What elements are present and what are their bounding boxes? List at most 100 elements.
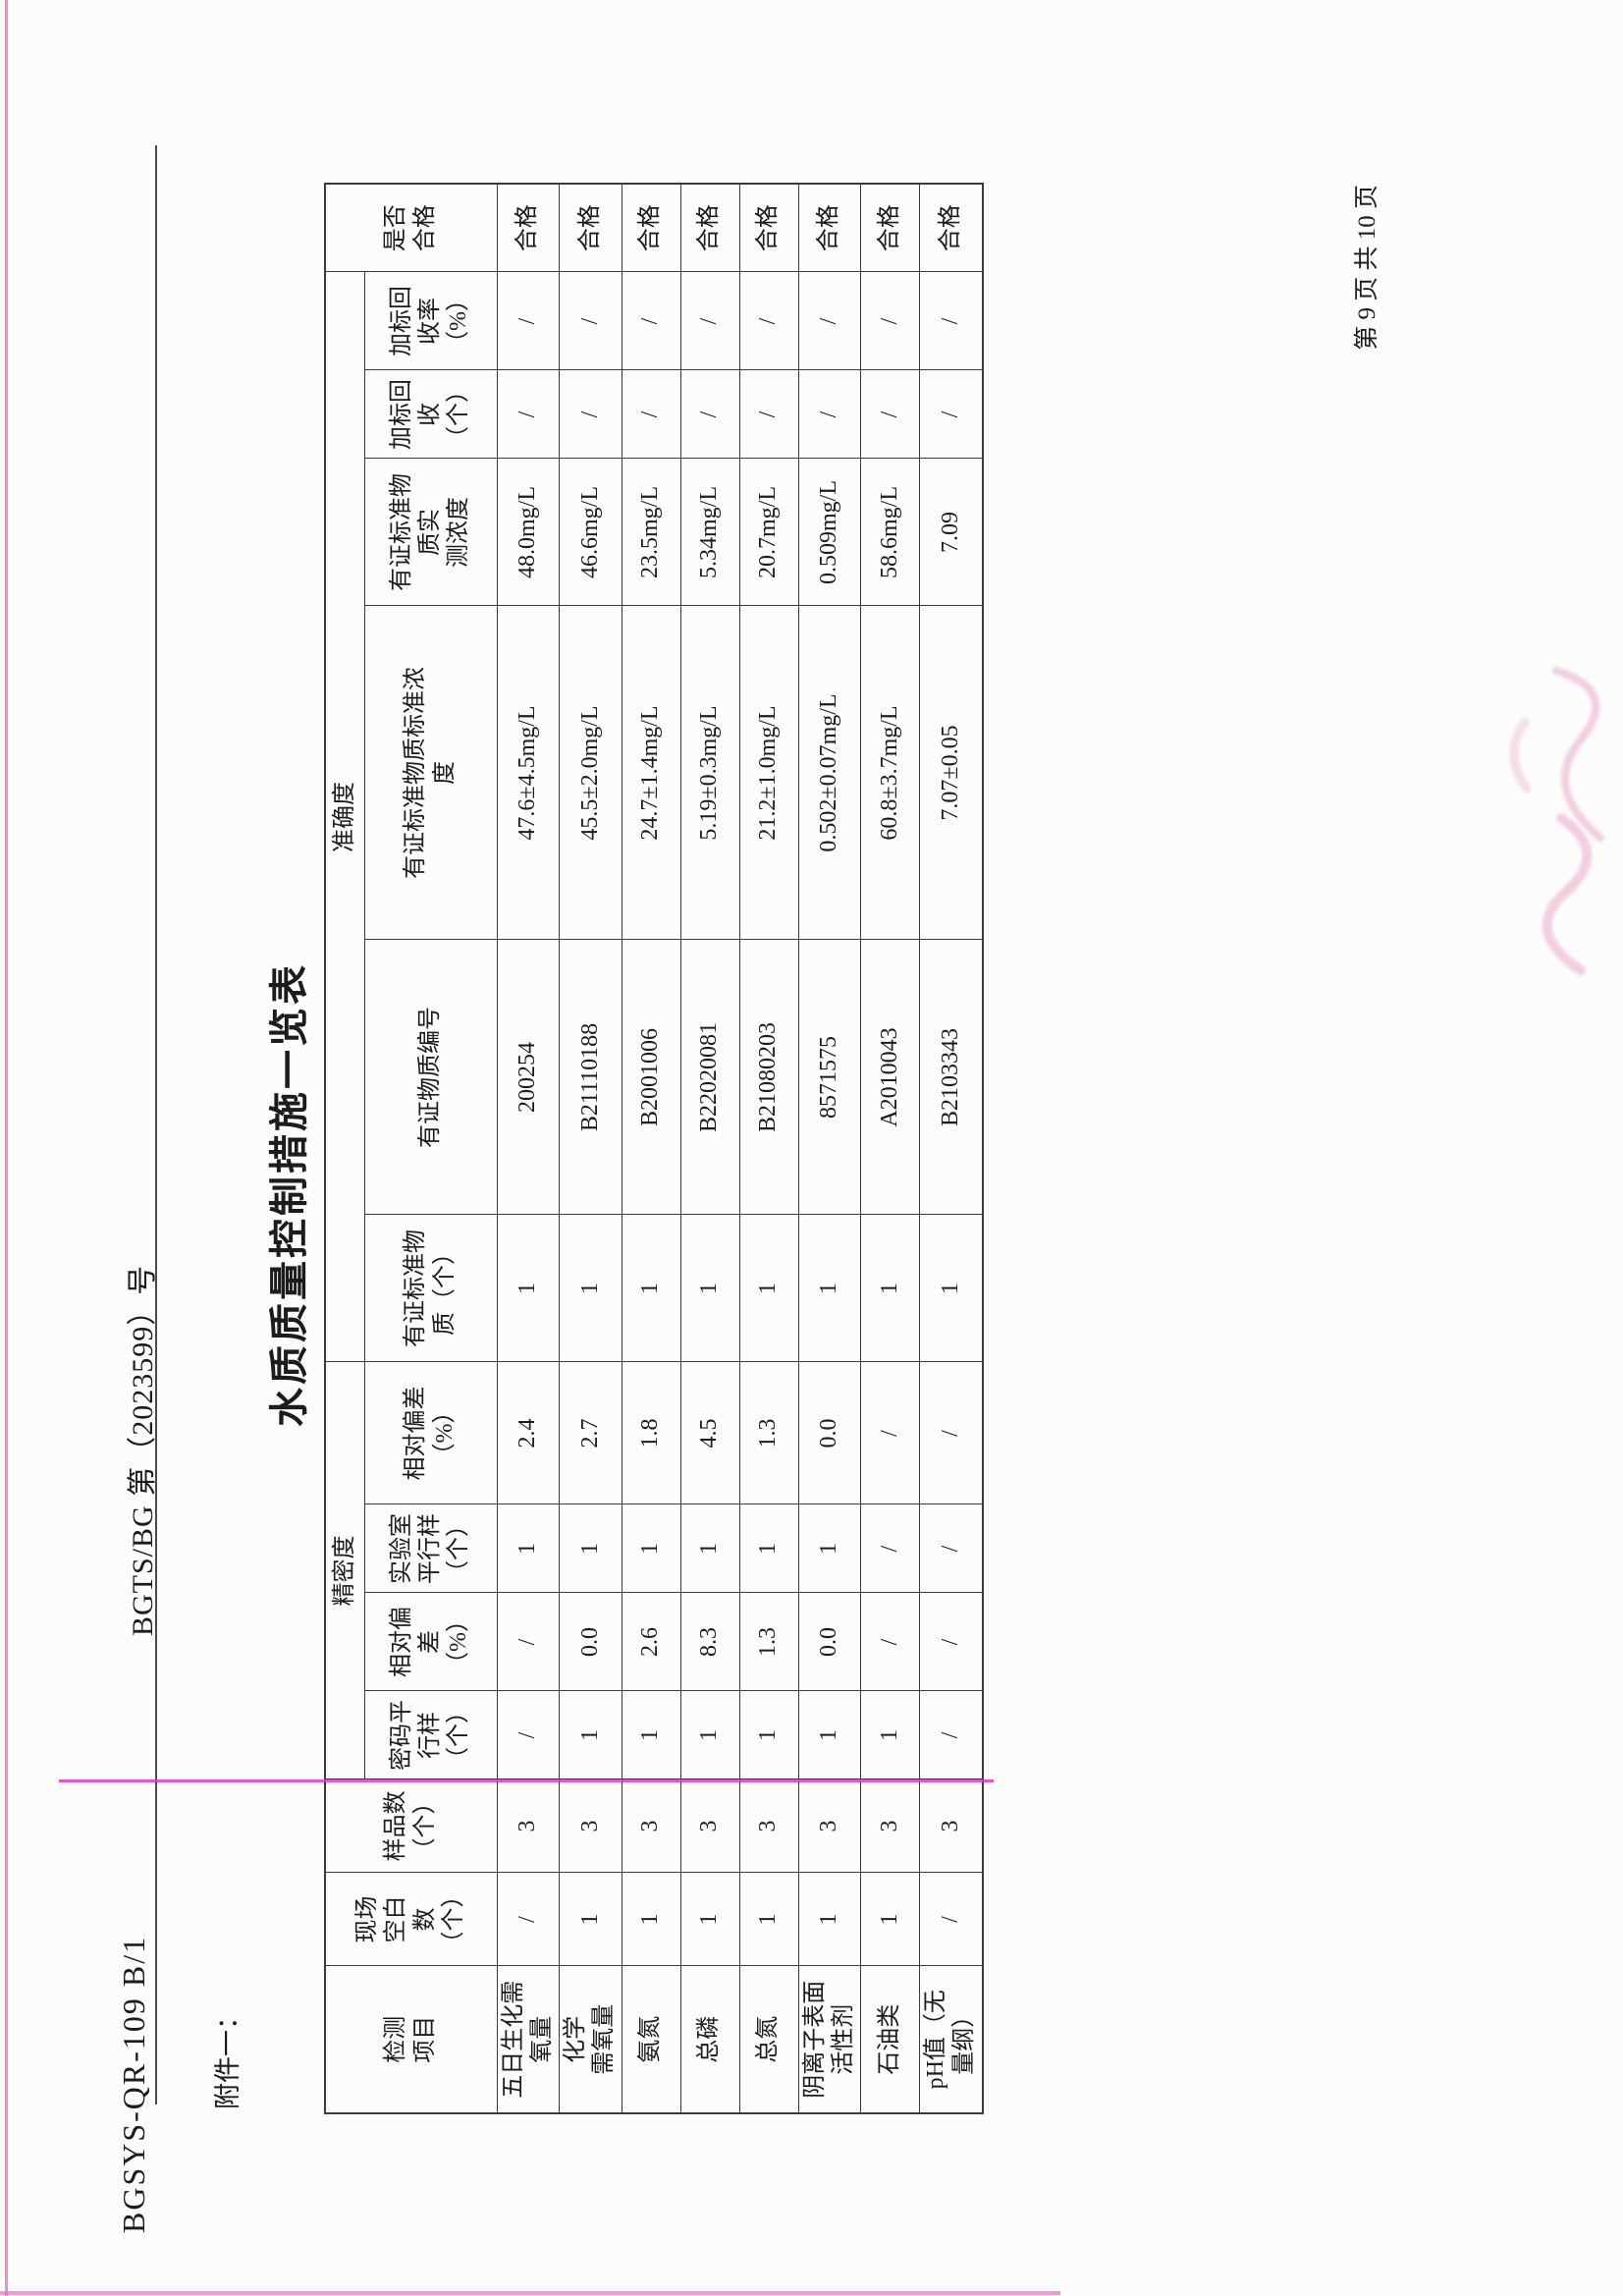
col-header-crm-measured: 有证标准物质实 测浓度 [364,459,497,606]
cell-crm-standard: 45.5±2.0mg/L [559,606,622,940]
cell-crm-standard: 5.19±0.3mg/L [680,606,740,940]
cell-crm-measured: 0.509mg/L [798,459,861,606]
cell-crm-count: 1 [497,1215,560,1362]
cell-blind-parallel: 1 [739,1691,799,1779]
cell-blind-parallel: 1 [798,1691,861,1779]
cell-qualified: 合格 [559,184,622,272]
cell-lab-parallel: 1 [680,1504,740,1593]
cell-qualified: 合格 [919,184,983,272]
cell-crm-id: B22020081 [680,940,740,1215]
table-row: 氨氮 1 3 1 2.6 1 1.8 1 B2001006 24.7±1.4mg… [622,184,681,2113]
cell-crm-count: 1 [860,1215,920,1362]
cell-rel-dev-b: 1.8 [622,1362,681,1504]
table-row: 化学 需氧量 1 3 1 0.0 1 2.7 1 B21110188 45.5±… [559,184,622,2113]
col-header-spike-rate: 加标回 收率（%） [364,272,497,370]
cell-spike-count: / [919,370,983,459]
col-header-sample-count: 样品数 （个） [325,1779,497,1873]
cell-field-blank: 1 [559,1873,622,1966]
cell-blind-parallel: / [497,1691,560,1779]
cell-qualified: 合格 [798,184,861,272]
page-number: 第 9 页 共 10 页 [1354,185,1380,351]
cell-spike-count: / [497,370,560,459]
col-header-spike-count: 加标回 收（个） [364,370,497,459]
cell-qualified: 合格 [497,184,560,272]
magenta-scan-line [59,1779,994,1782]
table-row: 阴离子表面 活性剂 1 3 1 0.0 1 0.0 1 8571575 0.50… [798,184,861,2113]
col-header-rel-dev-b: 相对偏差 （%） [364,1362,497,1504]
cell-item: 五日生化需 氧量 [497,1966,560,2113]
cell-sample-count: 3 [798,1779,861,1873]
cell-item: 化学 需氧量 [559,1966,622,2113]
cell-rel-dev-a: / [860,1593,920,1691]
group-header-precision: 精密度 [325,1362,364,1779]
cell-crm-id: A2010043 [860,940,920,1215]
cell-sample-count: 3 [860,1779,920,1873]
qc-measures-table: 检测 项目 现场 空白 数 （个） 样品数 （个） 精密度 准确度 是否 合格 … [324,183,984,2114]
cell-field-blank: / [919,1873,983,1966]
cell-rel-dev-a: 1.3 [739,1593,799,1691]
col-header-lab-parallel: 实验室 平行样 （个） [364,1504,497,1593]
cell-crm-count: 1 [798,1215,861,1362]
cell-lab-parallel: 1 [622,1504,681,1593]
cell-crm-standard: 7.07±0.05 [919,606,983,940]
cell-lab-parallel: 1 [739,1504,799,1593]
cell-item: 阴离子表面 活性剂 [798,1966,861,2113]
cell-field-blank: 1 [680,1873,740,1966]
cell-crm-standard: 24.7±1.4mg/L [622,606,681,940]
cell-crm-id: 8571575 [798,940,861,1215]
cell-qualified: 合格 [680,184,740,272]
cell-blind-parallel: 1 [559,1691,622,1779]
cell-rel-dev-b: 2.7 [559,1362,622,1504]
cell-lab-parallel: 1 [497,1504,560,1593]
cell-rel-dev-b: / [860,1362,920,1504]
cell-blind-parallel: 1 [680,1691,740,1779]
col-header-crm-count: 有证标准物 质（个） [364,1215,497,1362]
cell-blind-parallel: 1 [622,1691,681,1779]
cell-crm-id: B2001006 [622,940,681,1215]
col-header-crm-standard: 有证标准物质标准浓 度 [364,606,497,940]
cell-qualified: 合格 [860,184,920,272]
header-rule-line [155,145,157,2105]
cell-rel-dev-b: 1.3 [739,1362,799,1504]
cell-crm-count: 1 [680,1215,740,1362]
cell-crm-standard: 21.2±1.0mg/L [739,606,799,940]
table-row: 总磷 1 3 1 8.3 1 4.5 1 B22020081 5.19±0.3m… [680,184,740,2113]
cell-spike-count: / [680,370,740,459]
cell-sample-count: 3 [497,1779,560,1873]
table-row: 总氮 1 3 1 1.3 1 1.3 1 B21080203 21.2±1.0m… [739,184,799,2113]
cell-rel-dev-b: 2.4 [497,1362,560,1504]
cell-rel-dev-a: 0.0 [798,1593,861,1691]
group-header-accuracy: 准确度 [325,272,364,1362]
cell-spike-rate: / [497,272,560,370]
cell-rel-dev-b: / [919,1362,983,1504]
table-row: 五日生化需 氧量 / 3 / / 1 2.4 1 200254 47.6±4.5… [497,184,560,2113]
cell-sample-count: 3 [919,1779,983,1873]
table-row: pH值（无 量纲） / 3 / / / / 1 B2103343 7.07±0.… [919,184,983,2113]
cell-spike-count: / [798,370,861,459]
cell-sample-count: 3 [680,1779,740,1873]
cell-rel-dev-a: / [497,1593,560,1691]
cell-sample-count: 3 [622,1779,681,1873]
cell-lab-parallel: / [919,1504,983,1593]
cell-item: 石油类 [860,1966,920,2113]
col-header-blind-parallel: 密码平 行样 （个） [364,1691,497,1779]
cell-crm-measured: 7.09 [919,459,983,606]
cell-sample-count: 3 [739,1779,799,1873]
col-header-rel-dev-a: 相对偏差 （%） [364,1593,497,1691]
cell-spike-rate: / [860,272,920,370]
cell-crm-count: 1 [622,1215,681,1362]
cell-lab-parallel: / [860,1504,920,1593]
col-header-qualified: 是否 合格 [325,184,497,272]
cell-spike-rate: / [680,272,740,370]
table-row: 石油类 1 3 1 / / / 1 A2010043 60.8±3.7mg/L … [860,184,920,2113]
attachment-label: 附件一： [213,2003,243,2109]
cell-crm-measured: 58.6mg/L [860,459,920,606]
cell-crm-measured: 48.0mg/L [497,459,560,606]
cell-field-blank: 1 [860,1873,920,1966]
col-header-item: 检测 项目 [325,1966,497,2113]
cell-crm-id: B2103343 [919,940,983,1215]
cell-crm-measured: 5.34mg/L [680,459,740,606]
cell-spike-rate: / [739,272,799,370]
